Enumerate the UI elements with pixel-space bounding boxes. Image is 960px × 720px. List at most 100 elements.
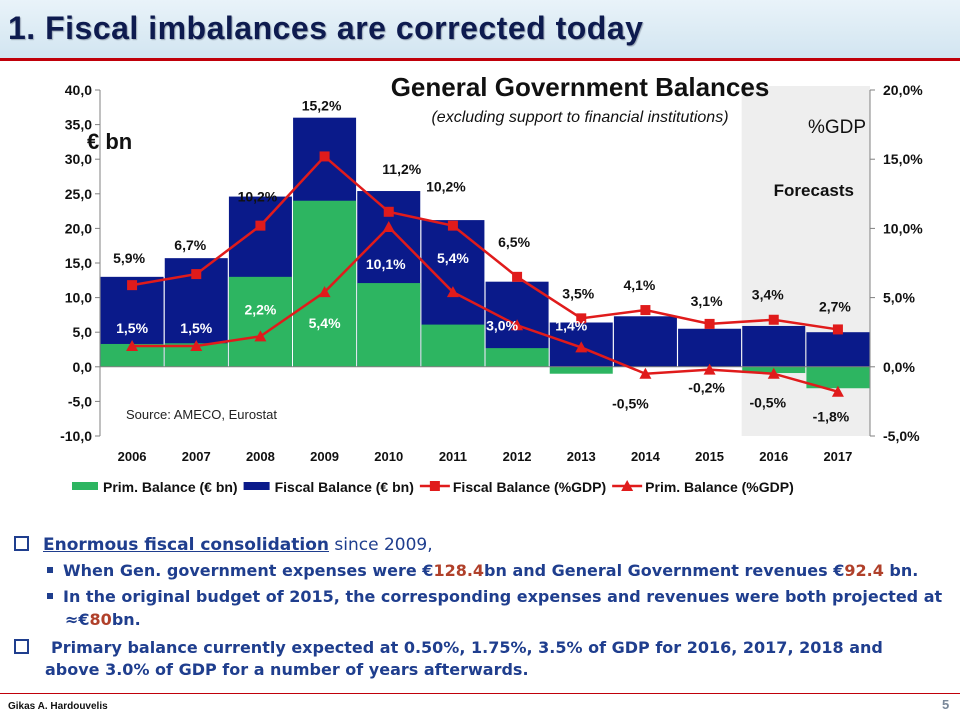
primary-balance-pct-label: 1,5% [116,320,148,336]
square-bullet-icon [47,593,53,599]
fiscal-balance-pct-label: 3,4% [752,287,784,303]
primary-balance-pct-line [132,225,839,393]
title-bar: 1. Fiscal imbalances are corrected today [0,0,960,58]
primary-balance-pct-marker [767,367,780,379]
primary-balance-pct-label: 5,4% [437,250,469,266]
primary-balance-pct-label: 1,4% [555,317,587,333]
y-left-tick-label: 25,0 [65,186,92,202]
y-left-tick-label: 35,0 [65,117,92,133]
legend-marker [621,480,634,491]
y-right-tick-label: 15,0% [883,151,923,167]
primary-balance-bar [357,283,421,367]
bullet-primary-balance: Primary balance currently expected at 0.… [14,637,883,681]
bullet-text: In the original budget of 2015, the corr… [63,587,943,606]
author-name: Gikas A. Hardouvelis [8,701,108,712]
x-tick-label: 2008 [246,449,275,464]
legend-label: Fiscal Balance (€ bn) [275,479,414,495]
primary-balance-pct-marker [511,319,524,331]
fiscal-balance-pct-marker [255,220,266,231]
primary-balance-pct-marker [126,340,139,352]
right-unit-label: %GDP [808,117,866,138]
fiscal-balance-pct-line [131,154,839,331]
checkbox-bullet-icon [14,639,29,654]
x-tick-label: 2013 [567,449,596,464]
chart-subtitle: (excluding support to financial institut… [431,109,728,126]
fiscal-balance-bar [613,316,677,367]
revenues-value: 92.4 [844,561,884,580]
x-tick-label: 2006 [118,449,147,464]
primary-balance-pct-marker [190,340,203,352]
fiscal-balance-pct-label: 11,2% [382,161,421,177]
fiscal-balance-pct-label: 6,7% [174,237,206,253]
primary-balance-pct-marker [318,286,331,298]
fiscal-balance-pct-label: 4,1% [623,277,655,293]
fiscal-balance-pct-marker [640,305,651,316]
fiscal-balance-pct-label: 15,2% [302,97,342,113]
primary-balance-pct-label: -0,5% [749,395,786,411]
primary-balance-bar [421,324,485,367]
fiscal-balance-pct-marker [447,220,458,231]
fiscal-balance-pct-marker [383,206,394,217]
budget-value: 80 [89,610,112,629]
primary-balance-bar [100,343,164,367]
fiscal-balance-bar [806,332,870,367]
legend-swatch [72,482,98,490]
page-number: 5 [942,697,950,712]
bullet-consolidation: Enormous fiscal consolidation since 2009… [14,535,433,555]
y-left-tick-label: 0,0 [73,359,93,375]
y-right-tick-label: 0,0% [883,359,915,375]
x-tick-label: 2009 [310,449,339,464]
fiscal-balance-pct-label: 5,9% [113,250,145,266]
bullet-budget-2015: In the original budget of 2015, the corr… [47,587,942,606]
footer-divider [0,693,960,694]
bullet-text: Primary balance currently expected at 0.… [51,638,883,657]
primary-balance-bar [164,343,228,367]
y-left-tick-label: 15,0 [65,255,92,271]
y-right-tick-label: 10,0% [883,220,923,236]
bullet-expenses: When Gen. government expenses were €128.… [47,561,918,580]
bullet-emphasis: Enormous fiscal consolidation [43,535,330,555]
x-tick-label: 2016 [759,449,788,464]
primary-balance-pct-marker [831,385,844,397]
primary-balance-pct-marker [639,367,652,379]
square-bullet-icon [47,567,53,573]
bullet-text: bn. [883,561,919,580]
fiscal-balance-pct-label: 2,7% [819,298,851,314]
chart-title: General Government Balances [391,72,770,102]
fiscal-balance-pct-marker [127,280,138,291]
primary-balance-bar [549,366,613,374]
y-right-tick-label: 20,0% [883,82,923,98]
x-tick-label: 2014 [631,449,661,464]
y-right-tick-label: -5,0% [883,428,920,444]
bullet-text: since 2009, [329,535,433,555]
y-left-tick-label: 5,0 [73,324,93,340]
y-left-tick-label: -5,0 [68,393,92,409]
slide-title: 1. Fiscal imbalances are corrected today [8,10,644,46]
fiscal-balance-pct-marker [704,318,715,329]
y-left-tick-label: 30,0 [65,151,92,167]
checkbox-bullet-icon [14,536,29,551]
fiscal-balance-pct-marker [832,324,843,335]
primary-balance-pct-marker [446,286,459,298]
left-unit-label: € bn [87,129,132,154]
fiscal-balance-pct-label: 3,5% [562,285,594,301]
fiscal-balance-pct-label: 10,2% [238,189,278,205]
fiscal-balance-pct-marker [576,313,587,324]
y-right-tick-label: 5,0% [883,290,915,306]
primary-balance-pct-label: 1,5% [180,320,212,336]
primary-balance-pct-marker [575,341,588,353]
x-tick-label: 2017 [823,449,852,464]
primary-balance-pct-label: 3,0% [486,317,518,333]
bullet-budget-2015-cont: ≈€80bn. [65,610,141,629]
expenses-value: 128.4 [433,561,485,580]
bullet-text: When Gen. government expenses were € [63,561,434,580]
forecasts-label: Forecasts [774,181,854,200]
y-left-tick-label: -10,0 [60,428,92,444]
x-tick-label: 2011 [439,449,467,464]
fiscal-balance-pct-marker [319,151,330,162]
fiscal-balance-pct-label: 10,2% [426,179,466,195]
fiscal-balance-pct-marker [768,314,779,325]
fiscal-balance-pct-marker [191,269,202,280]
fiscal-balance-pct-label: 3,1% [691,293,723,309]
bullet-text: above 3.0% of GDP for a number of years … [45,660,529,679]
